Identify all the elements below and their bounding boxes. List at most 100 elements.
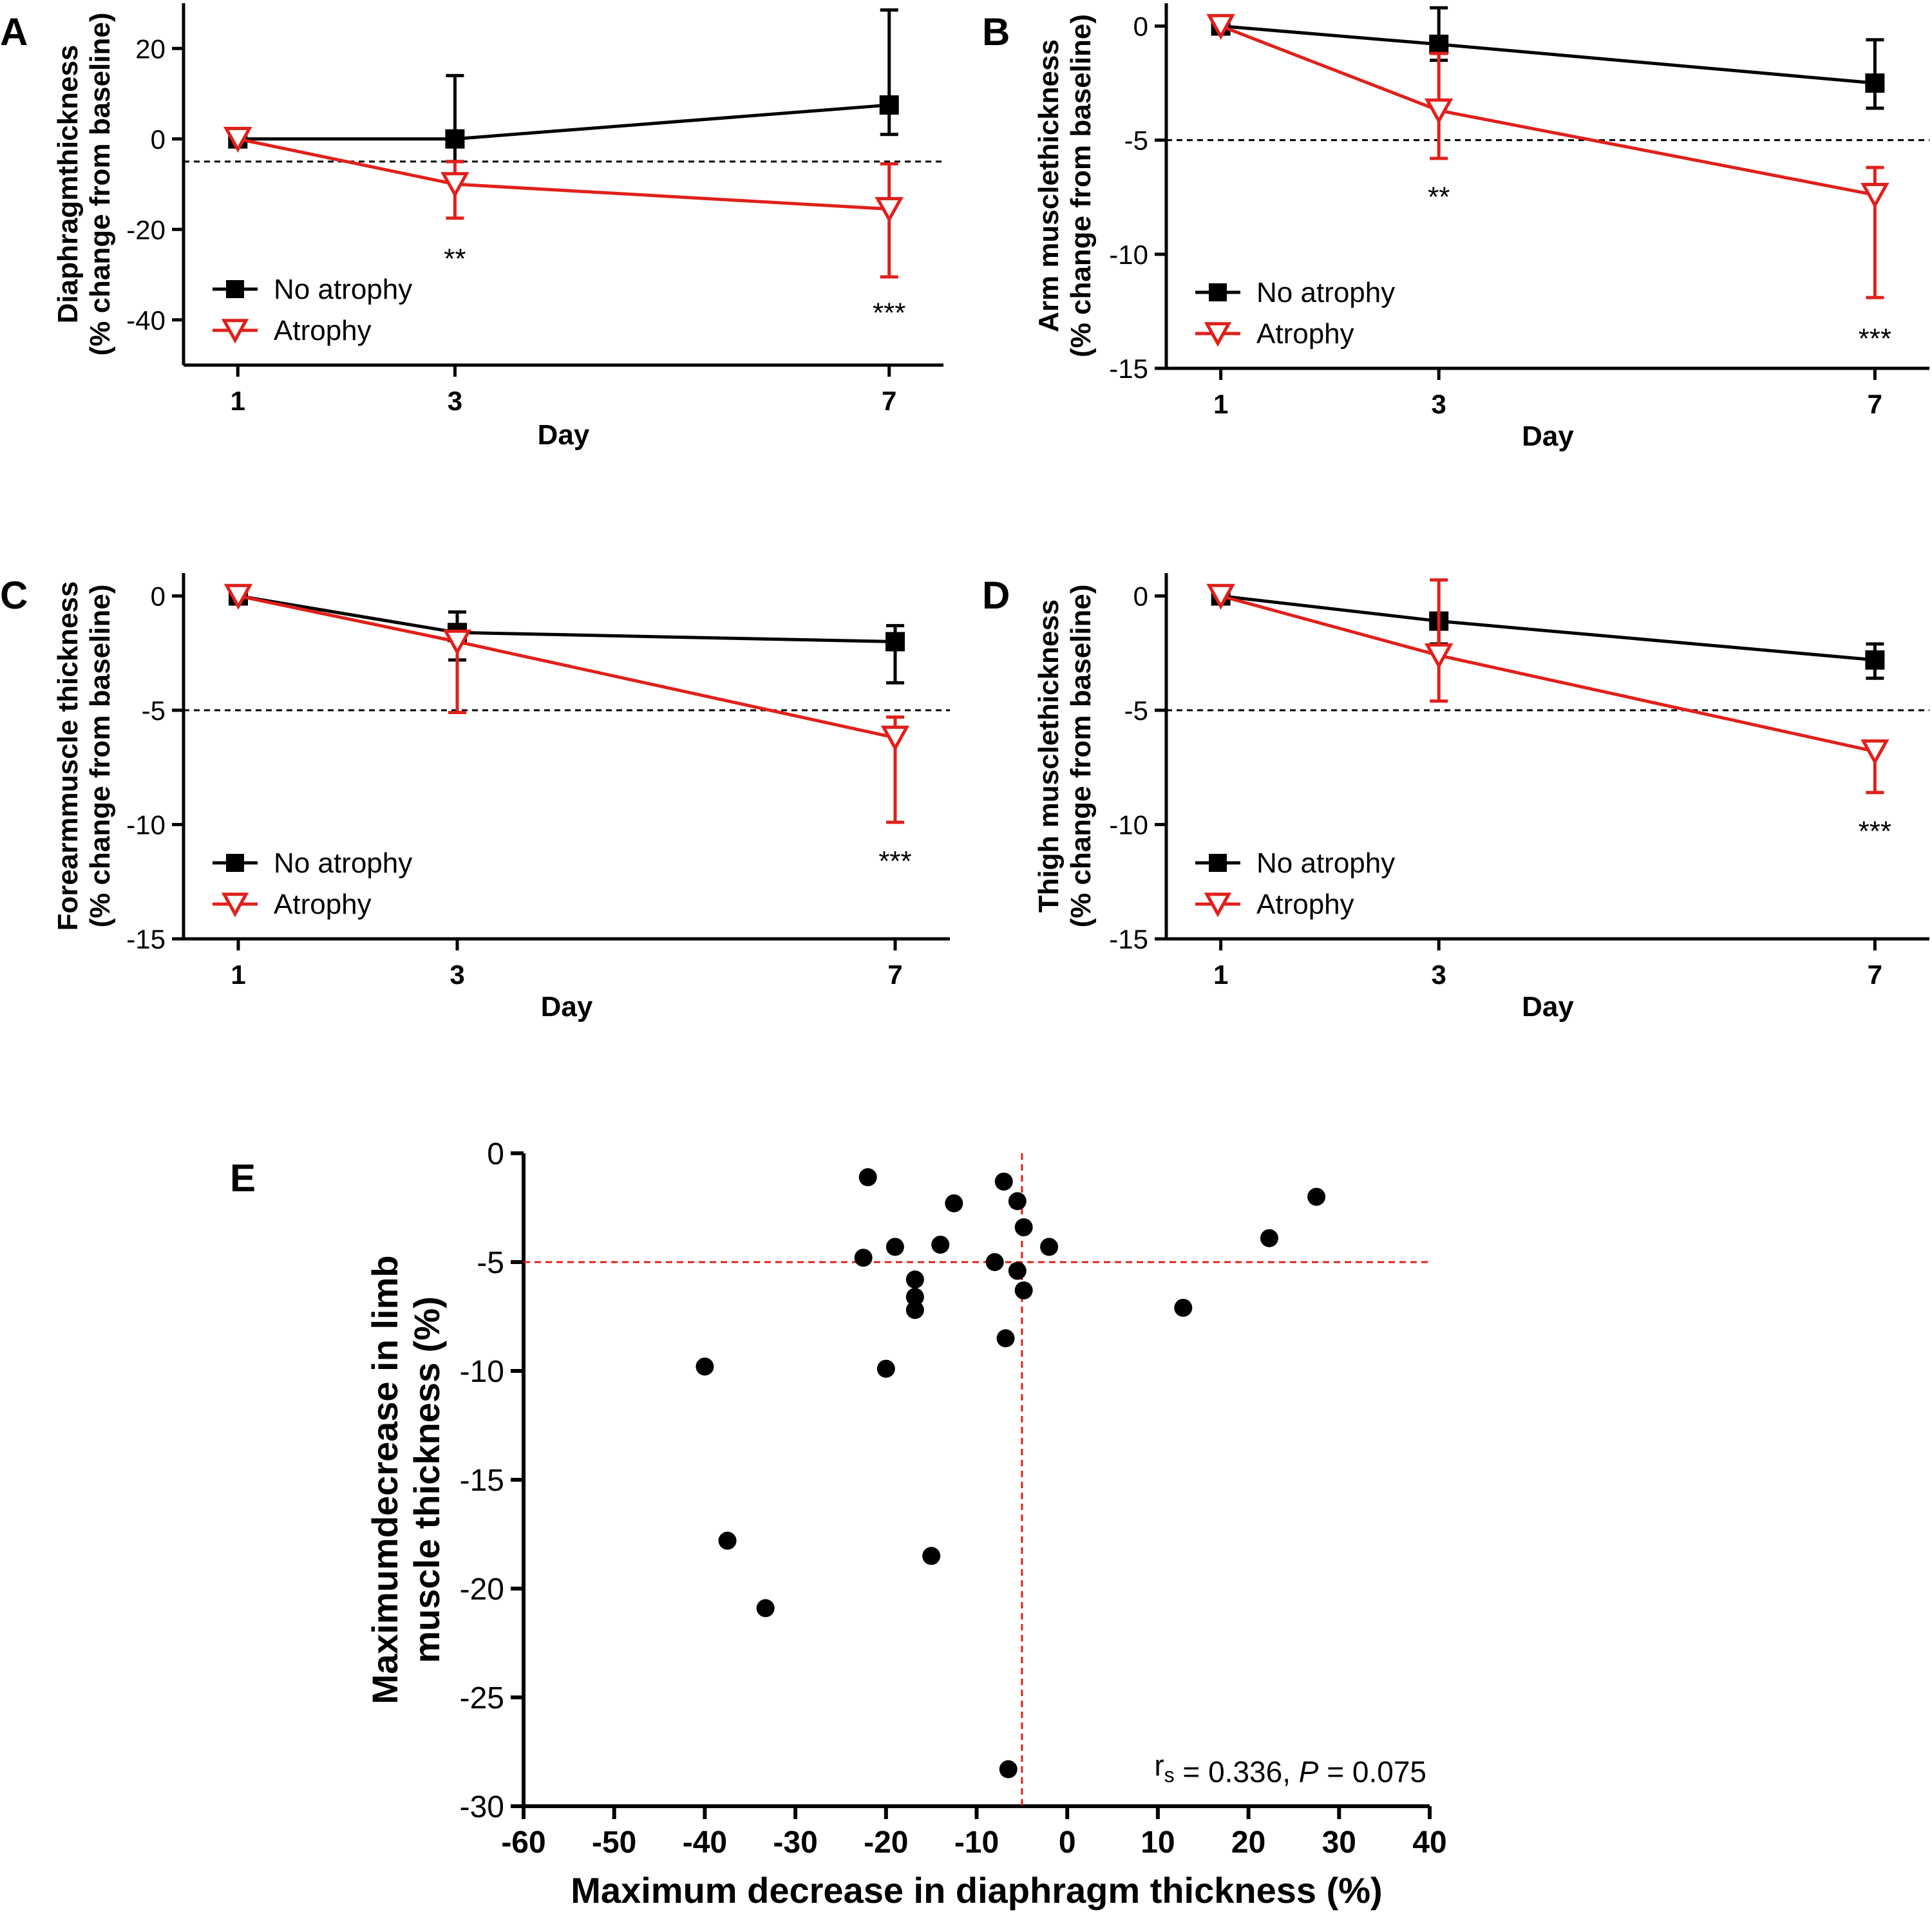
series-line-no_atrophy bbox=[238, 103, 889, 141]
scatter-point bbox=[1307, 1187, 1326, 1206]
stat-text-part: s bbox=[1164, 1764, 1175, 1787]
series-line-no_atrophy bbox=[1220, 24, 1875, 85]
scatter-point bbox=[996, 1329, 1015, 1348]
y-tick-label: -10 bbox=[1109, 810, 1148, 840]
x-tick-label: 7 bbox=[1868, 389, 1882, 419]
scatter-point bbox=[945, 1194, 963, 1213]
scatter-point bbox=[1174, 1298, 1193, 1317]
stat-text-part: r bbox=[1154, 1749, 1164, 1782]
y-tick-label: -20 bbox=[460, 1572, 504, 1607]
data-point-atrophy bbox=[1206, 583, 1235, 610]
legend-marker-no-atrophy bbox=[1209, 283, 1227, 301]
x-tick-label: 1 bbox=[231, 386, 245, 416]
significance-label: ** bbox=[444, 243, 466, 274]
scatter-point bbox=[718, 1531, 737, 1550]
x-tick-label: -30 bbox=[773, 1826, 817, 1860]
x-tick-label: 30 bbox=[1322, 1826, 1356, 1860]
y-tick-label: -15 bbox=[1109, 924, 1148, 954]
y-tick-label: 20 bbox=[135, 33, 166, 64]
x-tick-label: 1 bbox=[1213, 959, 1228, 990]
scatter-point bbox=[886, 1238, 904, 1256]
scatter-point bbox=[1008, 1192, 1027, 1211]
scatter-point bbox=[999, 1760, 1018, 1779]
scatter-point bbox=[905, 1270, 924, 1289]
scatter-point bbox=[922, 1547, 941, 1565]
legend-label-no-atrophy: No atrophy bbox=[274, 274, 412, 305]
data-point-atrophy bbox=[875, 196, 904, 223]
y-tick-label: -20 bbox=[126, 214, 166, 245]
legend-label-atrophy: Atrophy bbox=[274, 889, 372, 920]
legend-label-no-atrophy: No atrophy bbox=[1256, 847, 1395, 879]
series-line-atrophy bbox=[1220, 594, 1875, 753]
data-point-no-atrophy bbox=[445, 129, 465, 149]
y-axis-label-line: (% change from baseline) bbox=[1065, 14, 1097, 357]
x-axis-label: Day bbox=[541, 991, 593, 1023]
x-tick-label: 3 bbox=[450, 959, 464, 990]
x-axis-label: Maximum decrease in diaphragm thickness … bbox=[571, 1870, 1382, 1911]
y-tick-label: -40 bbox=[126, 305, 166, 335]
y-tick-label: 0 bbox=[487, 1137, 504, 1171]
y-axis-label-line: (% change from baseline) bbox=[1065, 584, 1097, 927]
stat-text-part: = 0.075 bbox=[1318, 1755, 1426, 1789]
y-tick-label: -15 bbox=[460, 1464, 504, 1498]
x-tick-label: 7 bbox=[1868, 959, 1882, 990]
scatter-point bbox=[1014, 1218, 1033, 1236]
y-axis-label-line: Forearmmuscle thickness bbox=[52, 581, 84, 931]
y-tick-label: -10 bbox=[460, 1355, 504, 1389]
x-axis-label: Day bbox=[538, 419, 590, 451]
scatter-point bbox=[876, 1359, 895, 1378]
panel-b: 0 -5 -10 -15 1 3 7 Day Arm musclethickness (% cha… bbox=[1033, 3, 1929, 452]
y-axis-label-line: Thigh musclethickness bbox=[1033, 600, 1065, 913]
y-tick-label: -5 bbox=[142, 695, 166, 726]
legend-marker-atrophy bbox=[1204, 892, 1232, 918]
x-tick-label: -40 bbox=[683, 1826, 727, 1860]
legend-marker-atrophy bbox=[221, 319, 249, 344]
x-tick-label: 1 bbox=[1213, 389, 1228, 419]
data-point-no-atrophy bbox=[879, 95, 899, 115]
x-tick-label: -60 bbox=[501, 1826, 545, 1860]
panel-d: 0 -5 -10 -15 1 3 7 Day Thigh musclethickness (% c… bbox=[1033, 573, 1929, 1023]
data-point-atrophy bbox=[880, 725, 910, 751]
scatter-point bbox=[931, 1235, 950, 1254]
y-tick-label: 0 bbox=[1133, 11, 1148, 41]
x-tick-label: 7 bbox=[887, 959, 902, 990]
data-point-atrophy bbox=[440, 172, 469, 198]
y-axis-label-line: Arm musclethickness bbox=[1033, 39, 1065, 332]
scatter-point bbox=[905, 1288, 924, 1307]
data-point-no-atrophy bbox=[886, 632, 905, 652]
data-point-atrophy bbox=[1424, 643, 1454, 670]
x-tick-label: -10 bbox=[954, 1826, 999, 1860]
scatter-point bbox=[1008, 1261, 1027, 1280]
significance-label: *** bbox=[878, 845, 911, 877]
y-tick-label: 0 bbox=[151, 581, 166, 612]
series-line-atrophy bbox=[238, 594, 896, 740]
legend-label-no-atrophy: No atrophy bbox=[274, 847, 412, 879]
y-tick-label: -10 bbox=[1109, 240, 1148, 270]
scatter-point bbox=[756, 1599, 775, 1618]
data-point-atrophy bbox=[223, 583, 253, 610]
y-axis-label-line: (% change from baseline) bbox=[84, 12, 116, 355]
y-tick-label: -15 bbox=[1109, 354, 1148, 384]
y-axis-label-line: muscle thickness (%) bbox=[406, 1296, 447, 1663]
legend-label-atrophy: Atrophy bbox=[1256, 318, 1354, 350]
x-tick-label: -20 bbox=[864, 1826, 908, 1860]
scatter-point bbox=[1014, 1281, 1033, 1299]
x-tick-label: 3 bbox=[1432, 389, 1446, 419]
y-tick-label: -5 bbox=[1124, 695, 1148, 726]
data-point-atrophy bbox=[1861, 739, 1889, 766]
scatter-point bbox=[985, 1253, 1004, 1271]
x-tick-label: 7 bbox=[882, 386, 896, 416]
y-tick-label: -30 bbox=[460, 1790, 504, 1824]
x-axis-label: Day bbox=[1522, 991, 1574, 1023]
y-tick-label: 0 bbox=[151, 124, 166, 155]
scatter-point bbox=[1040, 1238, 1059, 1256]
x-tick-label: 10 bbox=[1141, 1826, 1175, 1860]
scatter-point bbox=[905, 1301, 924, 1319]
data-point-atrophy bbox=[1861, 182, 1889, 209]
scatter-point bbox=[858, 1168, 877, 1187]
significance-label: *** bbox=[1859, 816, 1891, 847]
data-point-no-atrophy bbox=[1865, 650, 1885, 670]
panel-label-c: C bbox=[0, 574, 28, 617]
x-tick-label: 3 bbox=[1432, 959, 1446, 990]
